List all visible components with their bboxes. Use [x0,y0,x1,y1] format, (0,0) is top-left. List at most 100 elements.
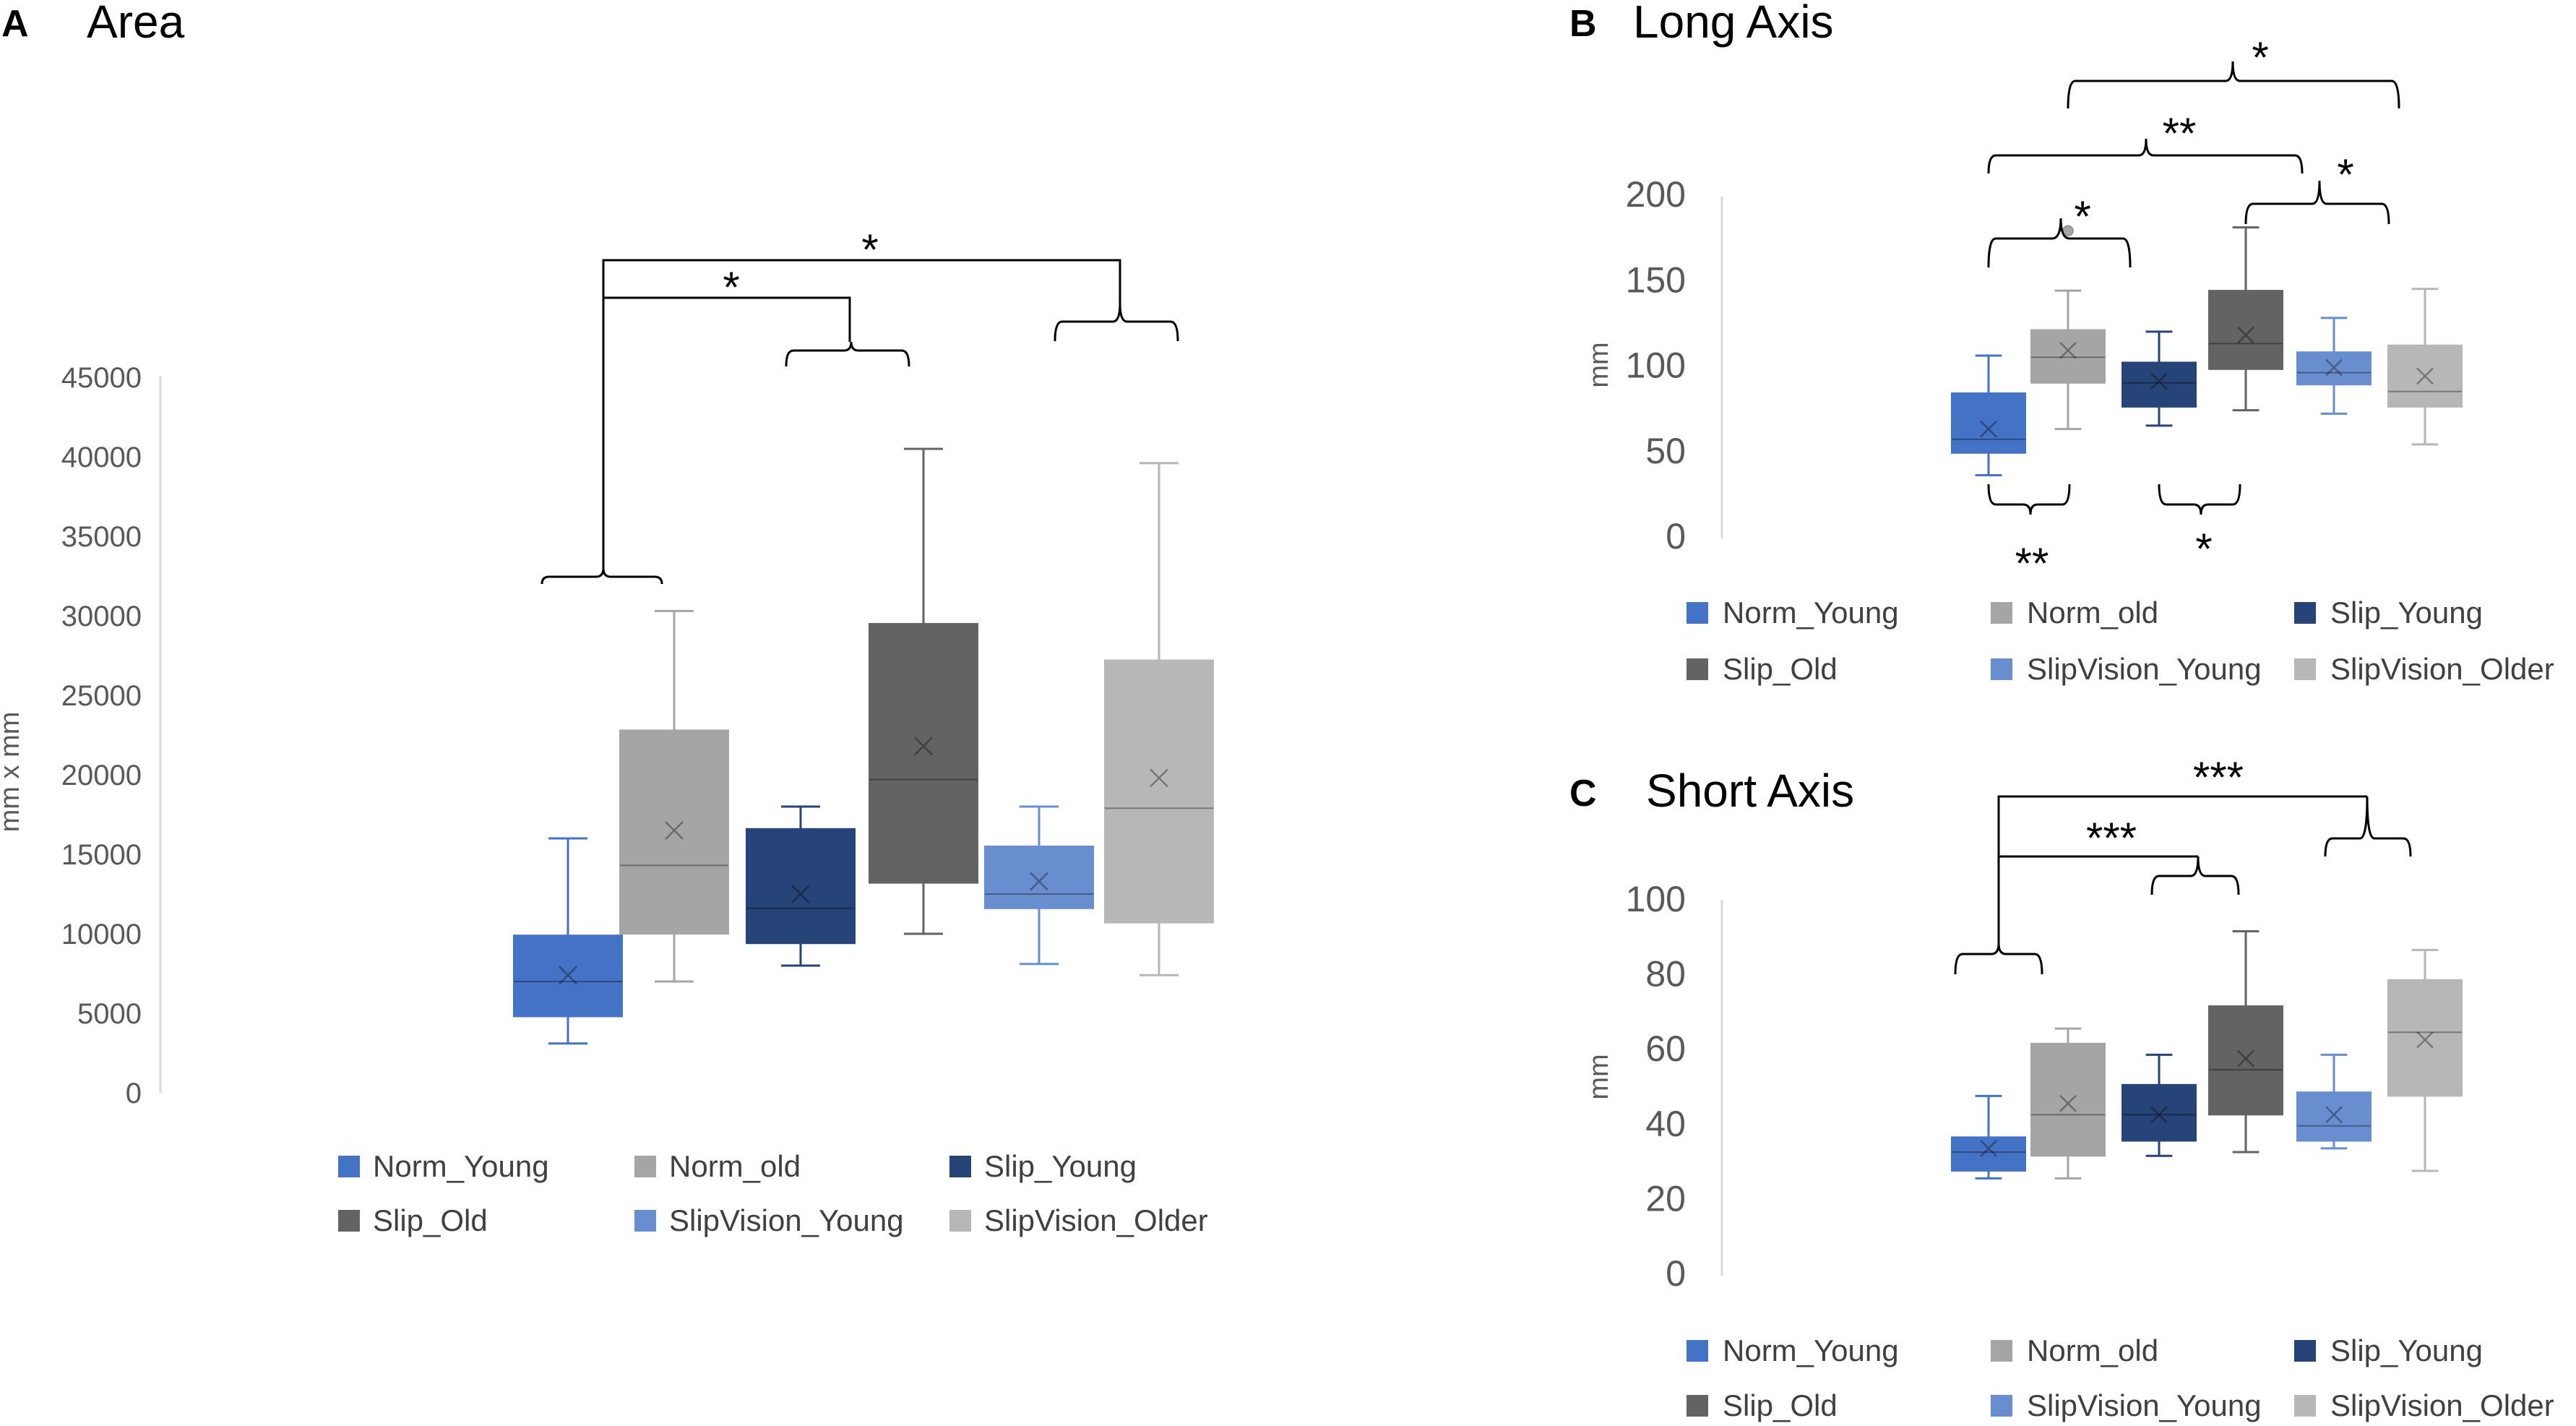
legend-swatch-norm-old [634,1156,656,1177]
legend-label-norm-old: Norm_old [2027,1333,2158,1367]
sig-line-short-2 [1997,795,2367,856]
box-slip-old [2208,226,2283,412]
legend-swatch-slipvision-young [634,1210,656,1232]
box-body [2387,979,2463,1097]
sig-label-area-2: * [861,226,878,274]
box-norm-old [2030,1027,2106,1180]
bracket-slip-old [2150,856,2240,895]
legend-swatch-norm-old [1991,1340,2012,1362]
box-norm-old [2030,225,2106,431]
legend-label-slipvision-young: SlipVision_Young [2027,1388,2262,1422]
mean-marker [665,821,684,840]
y-tick-label: 100 [1626,345,1686,386]
legend-label-slipvision-young: SlipVision_Young [2027,652,2262,686]
y-tick-label: 0 [126,1078,142,1109]
panel-title: Short Axis [1646,765,1854,817]
box-body [1951,1136,2026,1172]
bracket-bottom-1 [1987,484,2071,515]
sig-line-short-1 [1997,855,2198,943]
y-tick-label: 5000 [77,998,142,1030]
bracket-top-4 [2067,61,2400,109]
box-norm-young [513,837,623,1045]
box-body [984,846,1094,909]
y-ticks: 0 50 100 150 200 [1626,174,1686,557]
y-axis-label: mm x mm [0,712,25,833]
mean-marker [2150,372,2168,390]
box-slipvision-young [2296,317,2372,415]
box-body [1104,659,1214,924]
bracket-top-3 [2244,180,2390,225]
sig-label-long-4: * [2252,33,2268,82]
legend-label-slipvision-older: SlipVision_Older [984,1203,1208,1237]
box-slip-young [746,805,856,967]
sig-label-long-5: ** [2015,539,2049,588]
legend-swatch-slipvision-older [2294,1395,2316,1417]
box-body [2387,344,2463,408]
mean-marker [559,966,577,985]
y-tick-label: 40000 [61,442,142,473]
y-tick-label: 150 [1626,259,1686,300]
legend-label-slipvision-young: SlipVision_Young [669,1203,904,1237]
y-ticks: 0 5000 10000 15000 20000 25000 30000 35000 40000… [61,362,142,1109]
bracket-slipvision-older [1054,303,1179,342]
legend-swatch-slipvision-older [949,1210,971,1232]
y-tick-label: 200 [1626,174,1686,215]
box-norm-young [1951,1094,2026,1180]
mean-marker [914,736,933,756]
y-ticks: 0 20 40 60 80 100 [1626,879,1686,1294]
legend-swatch-slip-old [338,1210,360,1232]
legend-swatch-slip-young [2294,602,2316,624]
y-axis-label: mm [1584,1054,1614,1099]
mean-marker [1150,768,1168,788]
legend-swatch-slip-young [2294,1340,2316,1362]
panel-title: Area [87,0,185,48]
box-plots [1951,225,2463,476]
panel-title: Long Axis [1633,0,1834,48]
sig-label-long-6: * [2195,525,2212,573]
legend-label-slipvision-older: SlipVision_Older [2330,1388,2554,1422]
mean-marker [2237,326,2254,344]
box-body [2296,351,2372,386]
sig-label-area-1: * [723,263,739,312]
mean-marker [2237,1049,2254,1068]
legend-label-norm-young: Norm_Young [1723,1333,1899,1367]
box-norm-old [619,609,729,983]
y-tick-label: 100 [1626,879,1686,919]
box-slip-old [2208,929,2283,1154]
box-body [2296,1091,2372,1142]
box-body [2121,361,2197,408]
bracket-norm-young [1954,942,2043,975]
mean-marker [1030,872,1048,891]
legend-swatch-norm-young [1687,1340,1708,1362]
bracket-slip-young [785,341,910,367]
legend-label-slipvision-older: SlipVision_Older [2330,652,2554,686]
y-tick-label: 45000 [61,362,142,394]
y-tick-label: 20 [1645,1178,1686,1219]
box-plots [1951,929,2463,1180]
y-tick-label: 40 [1645,1104,1686,1144]
y-axis-label: mm [1584,342,1614,387]
box-slip-old [869,447,978,935]
legend-label-slip-old: Slip_Old [1723,1388,1838,1422]
mean-marker [2416,367,2434,385]
significance-brackets: * ** * * ** * [1987,33,2400,588]
box-slip-young [2121,330,2197,427]
box-body [2030,329,2106,384]
legend-swatch-slip-young [949,1156,971,1177]
mean-marker [2325,1106,2343,1124]
box-body [619,729,729,935]
box-body [2030,1042,2106,1157]
bracket-top-1 [1987,218,2132,268]
sig-line-area-1 [602,296,851,568]
box-body [869,623,978,884]
y-tick-label: 10000 [61,919,142,950]
y-tick-label: 20000 [61,760,142,791]
panel-label: A [1,3,29,45]
legend-swatch-norm-young [338,1156,360,1177]
legend-swatch-slipvision-young [1991,1395,2012,1417]
legend-label-slip-young: Slip_Young [984,1149,1137,1183]
box-body [2121,1083,2197,1142]
sig-label-long-1: * [2074,192,2090,241]
y-tick-label: 0 [1666,1253,1686,1294]
